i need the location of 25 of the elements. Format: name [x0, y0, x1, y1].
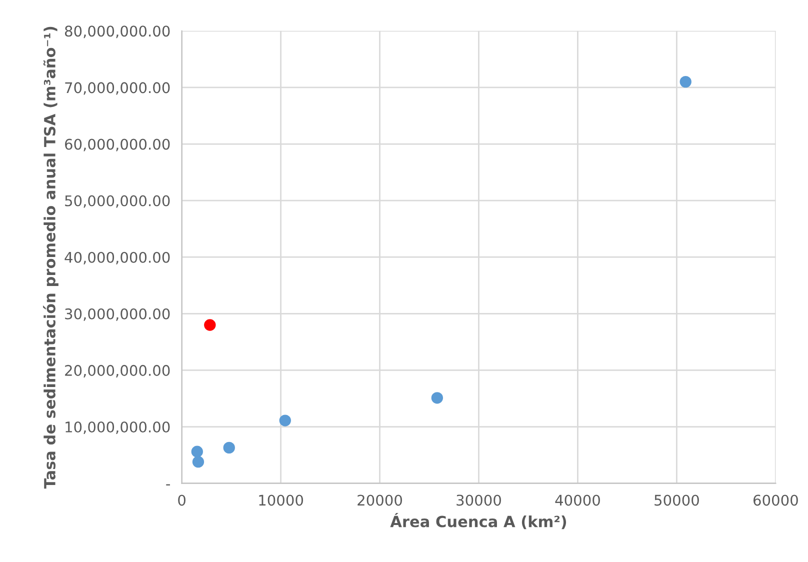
y-tick-label: 60,000,000.00	[65, 138, 170, 152]
y-tick-label: -	[166, 484, 170, 486]
point	[204, 319, 216, 331]
x-axis-title: Área Cuenca A (km²)	[390, 512, 566, 530]
y-tick-label: 70,000,000.00	[65, 82, 170, 95]
point	[192, 456, 204, 468]
x-tick-label: 50000	[654, 494, 699, 506]
x-tick-label: 0	[178, 494, 186, 506]
point	[431, 392, 444, 404]
x-tick-label: 60000	[754, 494, 798, 506]
y-tick-label: 10,000,000.00	[66, 421, 170, 434]
x-tick-label: 40000	[555, 494, 600, 506]
y-tick-label: 80,000,000.00	[64, 26, 170, 38]
point	[191, 446, 203, 458]
x-tick-label: 30000	[456, 494, 501, 506]
y-tick-label: 30,000,000.00	[65, 308, 170, 321]
point	[279, 414, 291, 426]
point	[680, 76, 692, 88]
y-tick-label: 50,000,000.00	[65, 195, 170, 208]
x-tick-label: 20000	[358, 494, 402, 506]
y-axis-title: Tasa de sedimentación promedio anual TSA (m³año⁻¹)	[43, 26, 58, 489]
point	[223, 442, 235, 454]
x-tick-label: 10000	[259, 494, 304, 506]
y-tick-label: 20,000,000.00	[65, 364, 170, 378]
y-tick-label: 40,000,000.00	[64, 252, 170, 264]
